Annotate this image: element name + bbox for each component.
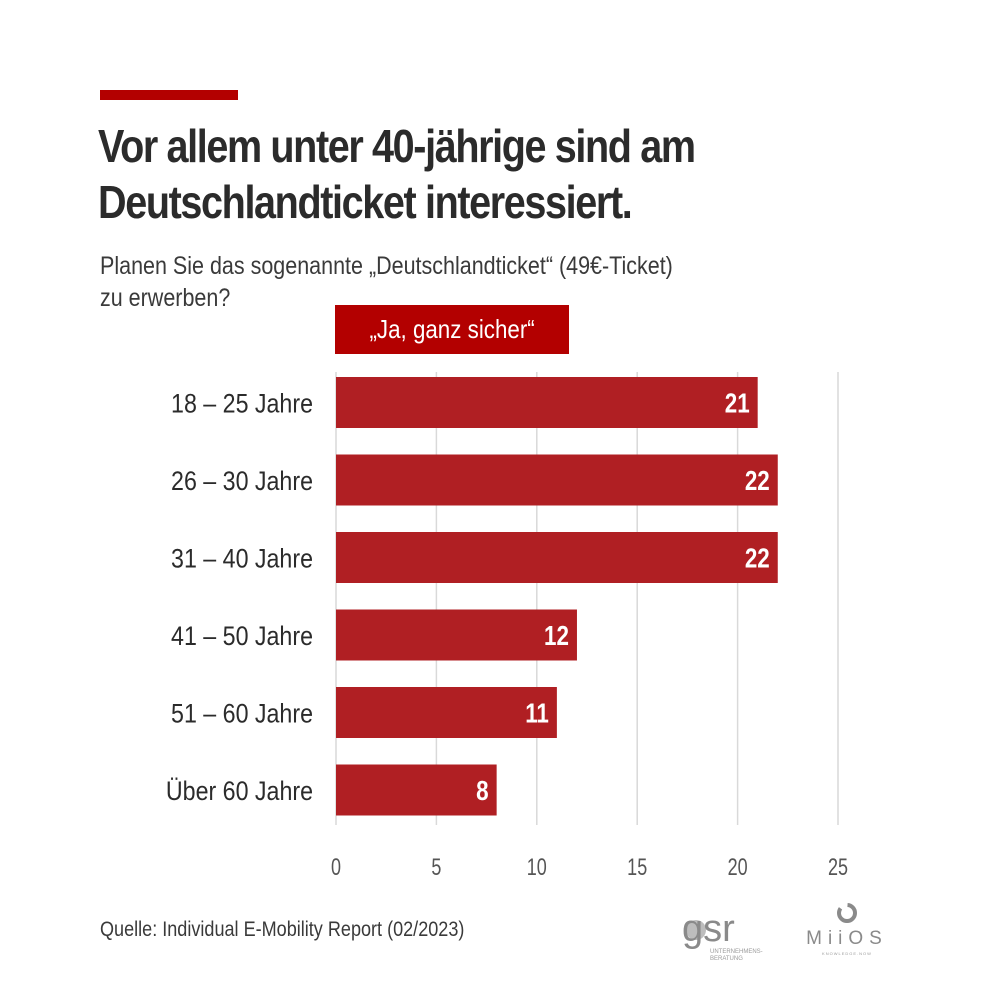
category-label: 41 – 50 Jahre [171,621,313,651]
x-tick-label: 15 [627,855,647,881]
miios-logo-sub: KNOWLEDGE.NOW [822,951,872,956]
x-tick-label: 20 [728,855,748,881]
bar [336,609,577,661]
bar [336,532,778,583]
gridlines [335,372,839,825]
gsr-logo-sub2: BERATUNG [710,956,743,962]
miios-logo: MiiOS KNOWLEDGE.NOW [806,903,888,956]
subtitle-line-2: zu erwerben? [100,284,231,312]
accent-bar [100,90,238,100]
bar-value-label: 11 [525,698,549,729]
category-label: 18 – 25 Jahre [171,389,313,419]
bar-value-label: 8 [476,776,488,807]
bar [336,454,778,506]
bar-value-label: 22 [745,543,770,574]
miios-logo-text: MiiOS [806,928,888,949]
category-label: Über 60 Jahre [166,776,313,806]
bar-value-label: 21 [725,388,750,419]
bar-value-label: 12 [544,621,569,652]
subtitle-line-1: Planen Sie das sogenannte „Deutschlandti… [100,252,673,280]
category-label: 31 – 40 Jahre [171,544,313,574]
gsr-logo-text: gsr [682,908,735,950]
bar [336,377,758,428]
x-tick-label: 10 [527,855,547,881]
category-labels: 18 – 25 Jahre 26 – 30 Jahre 31 – 40 Jahre 4… [166,389,313,807]
x-tick-labels: 0 5 10 15 20 25 [331,855,848,881]
bar [336,687,557,738]
title-line-2: Deutschlandticket interessiert. [98,176,633,228]
chart-title: Vor allem unter 40-jährige sind am Deuts… [98,118,958,230]
x-tick-label: 5 [431,855,441,881]
legend-text: „Ja, ganz sicher“ [369,314,535,344]
x-tick-label: 0 [331,855,341,881]
x-tick-label: 25 [828,855,848,881]
gsr-logo-sub1: UNTERNEHMENS- [710,949,763,955]
legend-label: „Ja, ganz sicher“ [335,305,569,354]
bar [336,764,497,816]
category-label: 51 – 60 Jahre [171,699,313,729]
title-line-1: Vor allem unter 40-jährige sind am [98,120,696,172]
gsr-logo: gsr UNTERNEHMENS- BERATUNG [682,908,763,962]
source-note: Quelle: Individual E-Mobility Report (02… [100,918,465,941]
bar-value-label: 22 [745,466,770,497]
bars: 21 22 22 12 11 8 [336,377,778,816]
category-label: 26 – 30 Jahre [171,466,313,496]
chart-subtitle: Planen Sie das sogenannte „Deutschlandti… [100,250,874,314]
